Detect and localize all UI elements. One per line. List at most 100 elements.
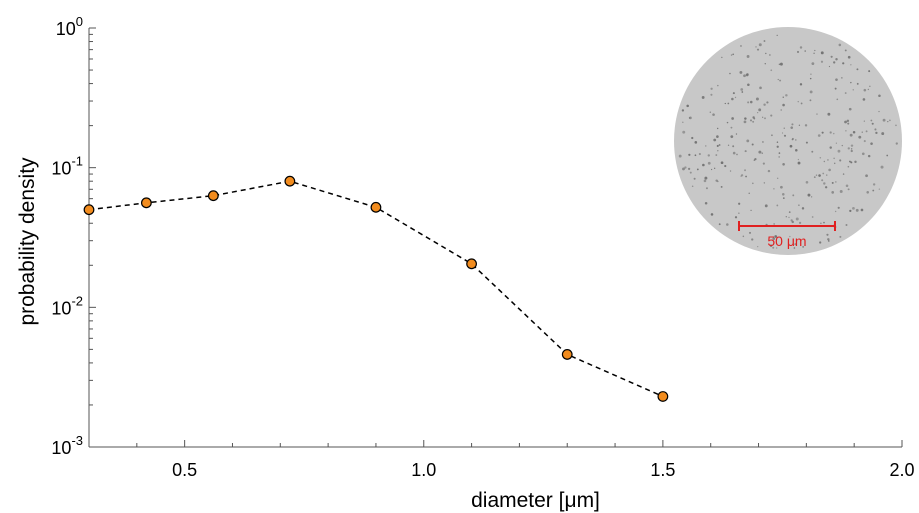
particle (773, 223, 775, 225)
particle (835, 181, 837, 183)
particle (718, 144, 721, 146)
particle (752, 182, 754, 185)
particle (802, 245, 805, 248)
particle (705, 187, 708, 190)
particle (730, 126, 733, 129)
particle (748, 231, 752, 234)
particle (716, 144, 719, 147)
particle (793, 247, 796, 249)
particle (865, 130, 868, 133)
particle (823, 221, 825, 224)
particle (693, 177, 696, 180)
particle (741, 91, 744, 93)
particle (827, 112, 831, 116)
particle (710, 87, 713, 90)
particle (703, 179, 707, 183)
particle (735, 133, 738, 135)
particle (731, 117, 734, 120)
particle (798, 221, 802, 224)
particle (689, 171, 692, 174)
particle (715, 154, 718, 156)
particle (782, 193, 785, 196)
particle (789, 235, 791, 238)
data-point (561, 349, 573, 360)
particle (782, 197, 785, 199)
particle (835, 58, 838, 61)
particle (828, 65, 831, 68)
particle (811, 150, 814, 153)
particle (809, 90, 813, 94)
particle (678, 154, 682, 158)
particle (738, 212, 740, 214)
particle (772, 246, 775, 249)
particle (751, 143, 754, 146)
particle (782, 103, 785, 107)
particle (874, 128, 877, 131)
particle (810, 196, 813, 198)
x-axis-title: diameter [μm] (471, 489, 600, 512)
particle (795, 217, 799, 221)
particle (686, 104, 689, 108)
particle (707, 161, 711, 165)
particle (835, 142, 838, 144)
particle (730, 54, 733, 56)
particle (781, 132, 784, 134)
particle (820, 222, 822, 225)
x-tick-label: 0.5 (172, 460, 197, 480)
particle (872, 189, 875, 192)
particle (827, 238, 830, 241)
particle (776, 141, 779, 143)
inset-micrograph: 50 μm (674, 27, 902, 255)
particle (729, 170, 732, 172)
data-point (284, 175, 296, 187)
particle (731, 97, 734, 101)
particle (740, 174, 744, 177)
particle (821, 179, 824, 182)
particle (746, 55, 750, 58)
particle (704, 176, 708, 180)
particle (740, 88, 744, 91)
particle (778, 63, 781, 66)
particle (785, 216, 787, 218)
particle (770, 114, 773, 117)
particle (826, 174, 828, 176)
particle (717, 150, 719, 152)
particle (734, 216, 738, 219)
x-tick-label: 1.5 (650, 460, 675, 480)
data-point (83, 204, 95, 216)
particle (778, 152, 781, 154)
particle (839, 189, 843, 193)
series-layer (83, 175, 669, 402)
particle (849, 160, 851, 163)
particle (830, 55, 833, 58)
particle (848, 107, 852, 111)
particle (831, 181, 834, 184)
particle (797, 158, 800, 161)
particle (834, 210, 837, 213)
particle (850, 148, 853, 150)
particle (780, 185, 783, 189)
particle (682, 130, 686, 134)
particle (763, 40, 766, 42)
particle (794, 243, 797, 246)
particle (867, 154, 871, 158)
particle (815, 174, 818, 176)
particle (777, 78, 779, 81)
particle (887, 120, 889, 123)
particle (767, 169, 771, 173)
particle (776, 177, 779, 179)
particle (837, 149, 841, 153)
axes: 0.5 1.0 1.5 2.0 10-3 10-2 10-1 100 (51, 14, 914, 480)
particle (718, 223, 721, 226)
particle (764, 117, 766, 120)
particle (763, 103, 766, 106)
particle (753, 117, 756, 120)
particle (792, 194, 795, 197)
particle (684, 166, 687, 169)
particle (863, 88, 867, 92)
particle (717, 84, 719, 87)
particle (746, 139, 750, 143)
particle (867, 88, 870, 91)
particle (833, 61, 836, 64)
